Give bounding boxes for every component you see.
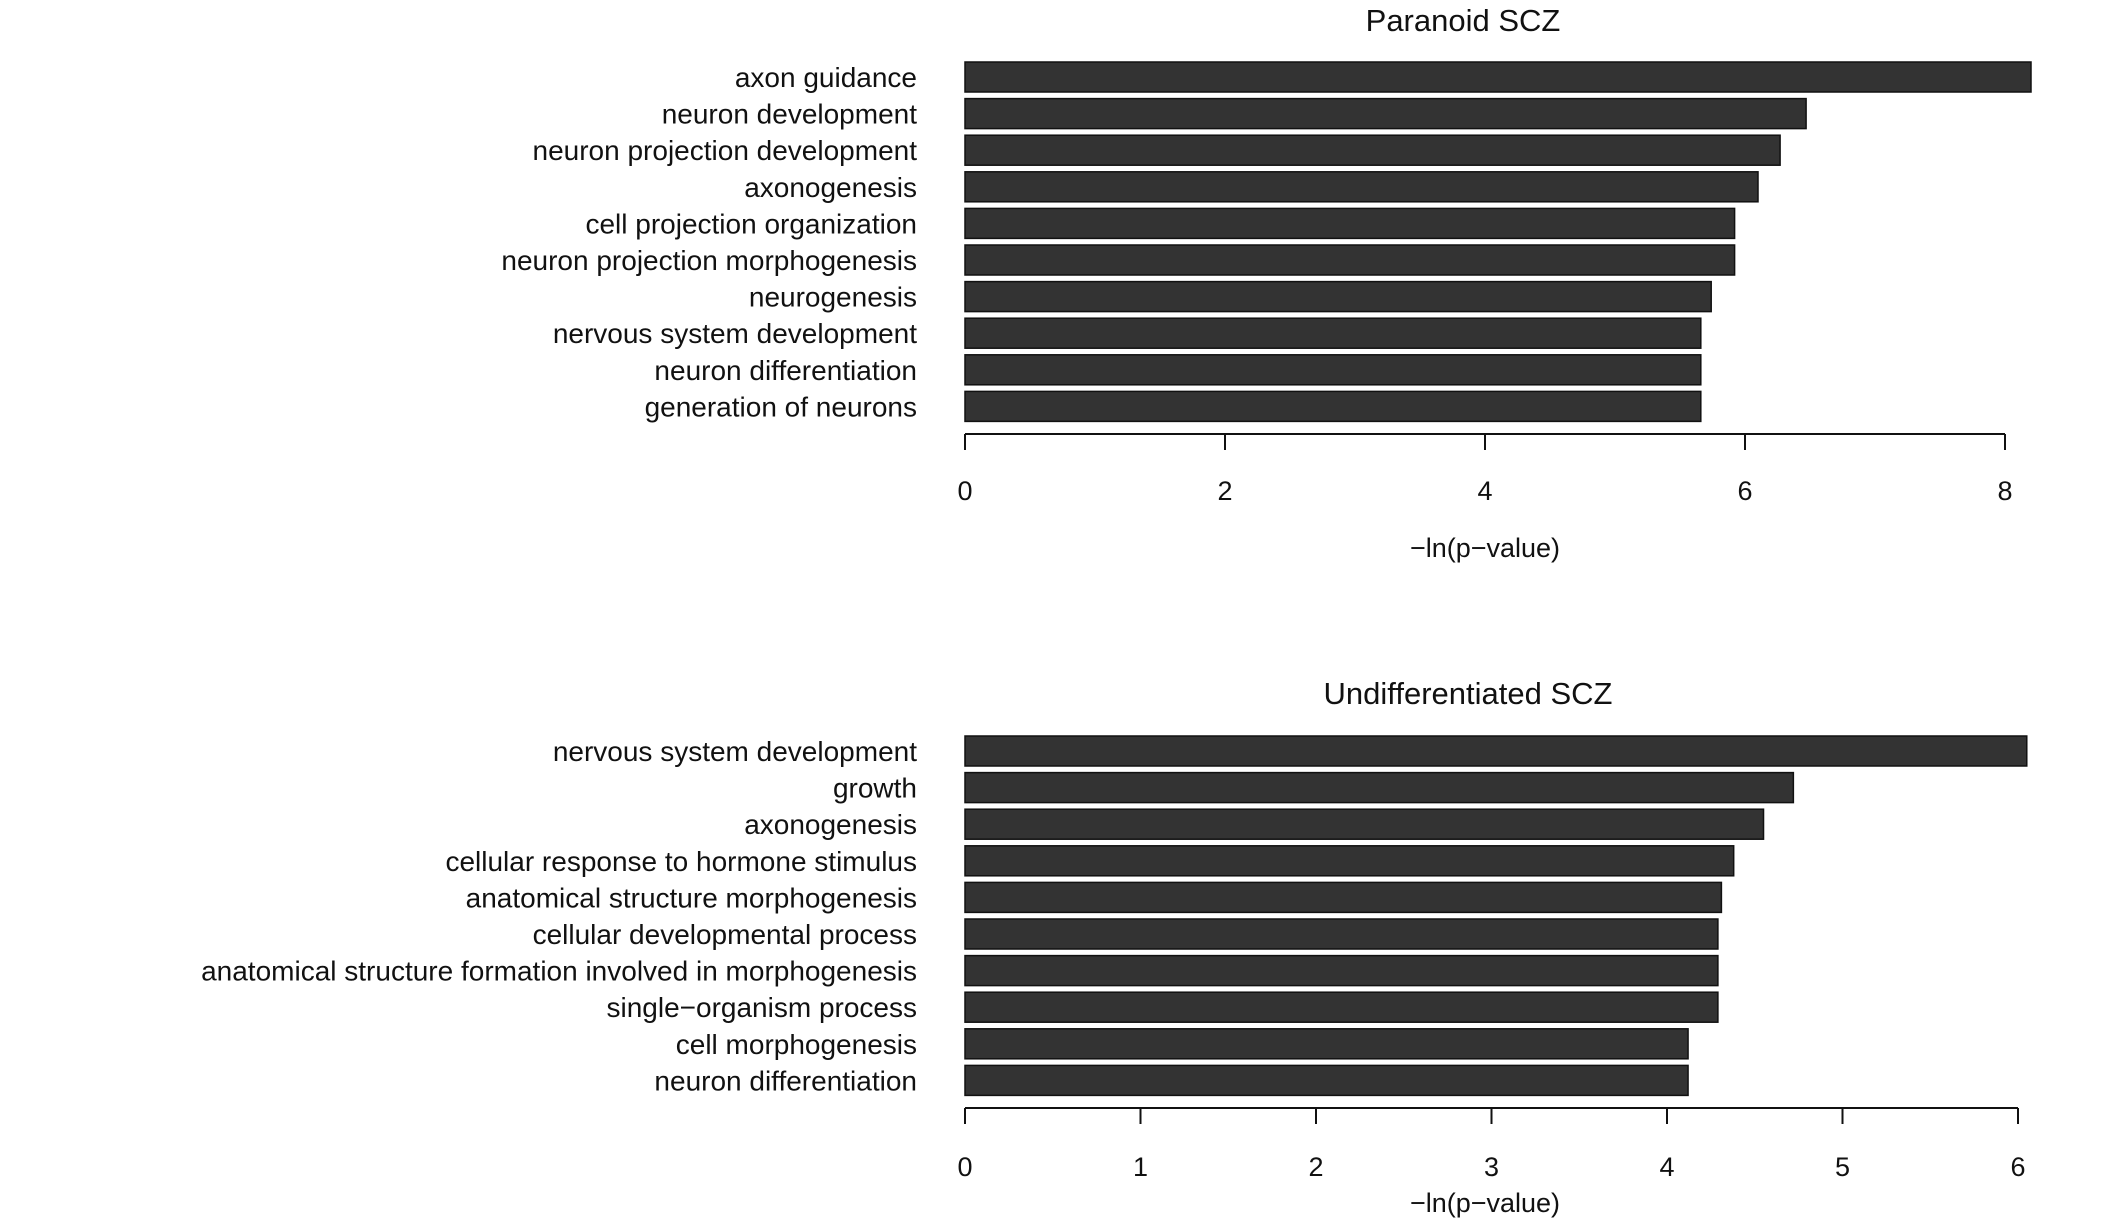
x-tick-label: 4 <box>1659 1152 1674 1182</box>
x-tick-label: 8 <box>1997 476 2012 506</box>
x-tick-label: 0 <box>957 476 972 506</box>
category-label: cell projection organization <box>585 208 917 239</box>
bar <box>964 244 1736 276</box>
x-axis-label: −ln(p−value) <box>1410 1188 1560 1218</box>
category-label: neuron projection development <box>533 135 918 166</box>
chart-title: Paranoid SCZ <box>1366 3 1561 38</box>
category-label: single−organism process <box>607 992 918 1023</box>
category-label: cellular developmental process <box>533 919 917 950</box>
category-label: neuron development <box>662 99 918 130</box>
bar <box>964 97 1807 130</box>
bar <box>964 354 1702 386</box>
x-tick-label: 3 <box>1484 1152 1499 1182</box>
category-label: neurogenesis <box>749 282 917 313</box>
category-label: anatomical structure morphogenesis <box>466 882 917 913</box>
x-tick-label: 6 <box>1737 476 1752 506</box>
x-tick-label: 6 <box>2010 1152 2025 1182</box>
category-label: axonogenesis <box>744 809 917 840</box>
chart-title: Undifferentiated SCZ <box>1324 676 1613 711</box>
category-label: cell morphogenesis <box>676 1029 917 1060</box>
category-label: axon guidance <box>735 62 917 93</box>
category-label: axonogenesis <box>744 172 917 203</box>
bar <box>964 134 1781 166</box>
bar <box>964 845 1735 877</box>
bar <box>964 771 1795 804</box>
bar <box>964 808 1765 840</box>
category-labels: nervous system development growth axonogen… <box>201 736 917 1096</box>
category-label: cellular response to hormone stimulus <box>445 846 917 877</box>
x-tick-label: 5 <box>1835 1152 1850 1182</box>
chart-panel-undifferentiated: Undifferentiated SCZ nervous system deve… <box>201 676 2028 1218</box>
bar <box>964 1064 1689 1097</box>
bar <box>964 954 1719 987</box>
x-axis: 0 1 2 3 4 5 6 <box>957 1107 2026 1182</box>
bar <box>964 61 2032 93</box>
x-tick-label: 2 <box>1308 1152 1323 1182</box>
bar-group <box>964 735 2028 1097</box>
category-label: nervous system development <box>553 318 917 349</box>
bar <box>964 1028 1689 1060</box>
bar <box>964 881 1723 914</box>
bar <box>964 991 1719 1023</box>
category-label: generation of neurons <box>645 391 917 422</box>
x-tick-label: 1 <box>1133 1152 1148 1182</box>
x-tick-label: 4 <box>1477 476 1492 506</box>
chart-panel-paranoid: Paranoid SCZ axon guidance neuron develop… <box>501 3 2032 563</box>
category-label: neuron projection morphogenesis <box>501 245 917 276</box>
bar-group <box>964 61 2032 423</box>
bar <box>964 171 1759 203</box>
bar <box>964 735 2028 767</box>
bar <box>964 918 1719 950</box>
category-label: neuron differentiation <box>654 355 917 386</box>
category-labels: axon guidance neuron development neuron pr… <box>501 62 917 422</box>
x-axis: 0 2 4 6 8 <box>957 433 2013 506</box>
x-tick-label: 0 <box>957 1152 972 1182</box>
category-label: growth <box>833 773 917 804</box>
category-label: anatomical structure formation involved … <box>201 956 917 987</box>
x-axis-label: −ln(p−value) <box>1410 533 1560 563</box>
category-label: nervous system development <box>553 736 917 767</box>
bar <box>964 390 1702 423</box>
x-tick-label: 2 <box>1217 476 1232 506</box>
category-label: neuron differentiation <box>654 1065 917 1096</box>
bar <box>964 280 1712 313</box>
bar <box>964 207 1736 240</box>
bar <box>964 317 1702 349</box>
